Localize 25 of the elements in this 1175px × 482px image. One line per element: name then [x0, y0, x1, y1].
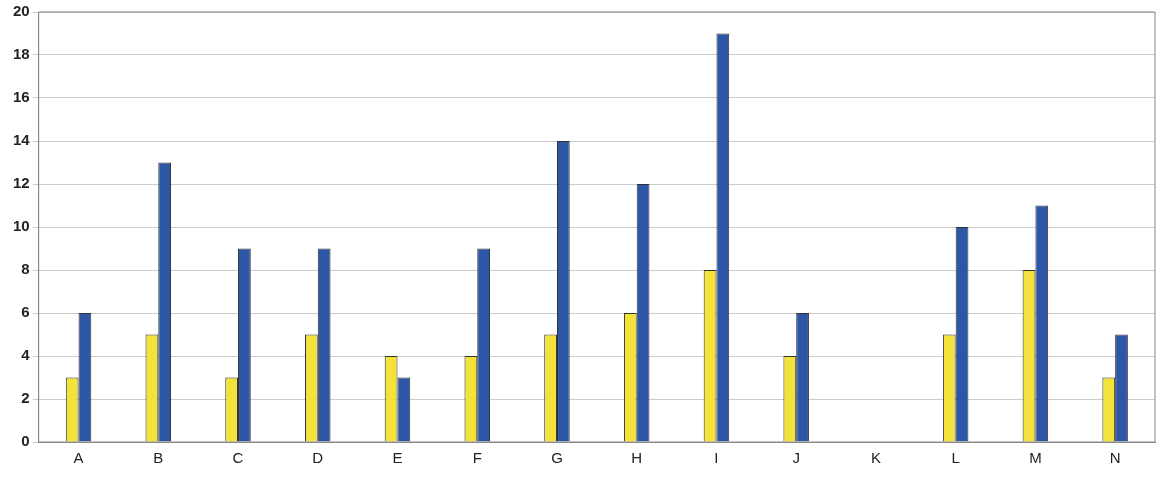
x-tick-label: K	[870, 449, 881, 467]
y-tick-label: 6	[21, 303, 30, 321]
y-tick-label: 2	[21, 389, 30, 407]
x-tick-label: J	[792, 449, 800, 467]
y-tick-label: 16	[13, 88, 30, 106]
y-tick-label: 8	[21, 260, 30, 278]
y-tick-label: 10	[13, 217, 30, 235]
y-tick-label: 14	[13, 131, 31, 149]
y-tick-label: 18	[13, 45, 30, 63]
y-tick-label: 12	[13, 174, 30, 192]
x-tick-label: N	[1109, 449, 1121, 467]
x-tick-label: A	[73, 449, 84, 467]
y-tick-label: 0	[21, 432, 30, 450]
x-tick-label: M	[1029, 449, 1042, 467]
x-tick-label: E	[392, 449, 403, 467]
x-tick-label: G	[551, 449, 563, 467]
x-tick-label: H	[631, 449, 643, 467]
x-tick-label: L	[951, 449, 960, 467]
y-tick-label: 4	[21, 346, 31, 364]
x-tick-label: F	[472, 449, 482, 467]
y-tick-label: 20	[13, 2, 30, 20]
x-tick-label: D	[312, 449, 324, 467]
x-tick-label: I	[714, 449, 719, 467]
x-tick-label: C	[232, 449, 244, 467]
x-tick-label: B	[153, 449, 164, 467]
